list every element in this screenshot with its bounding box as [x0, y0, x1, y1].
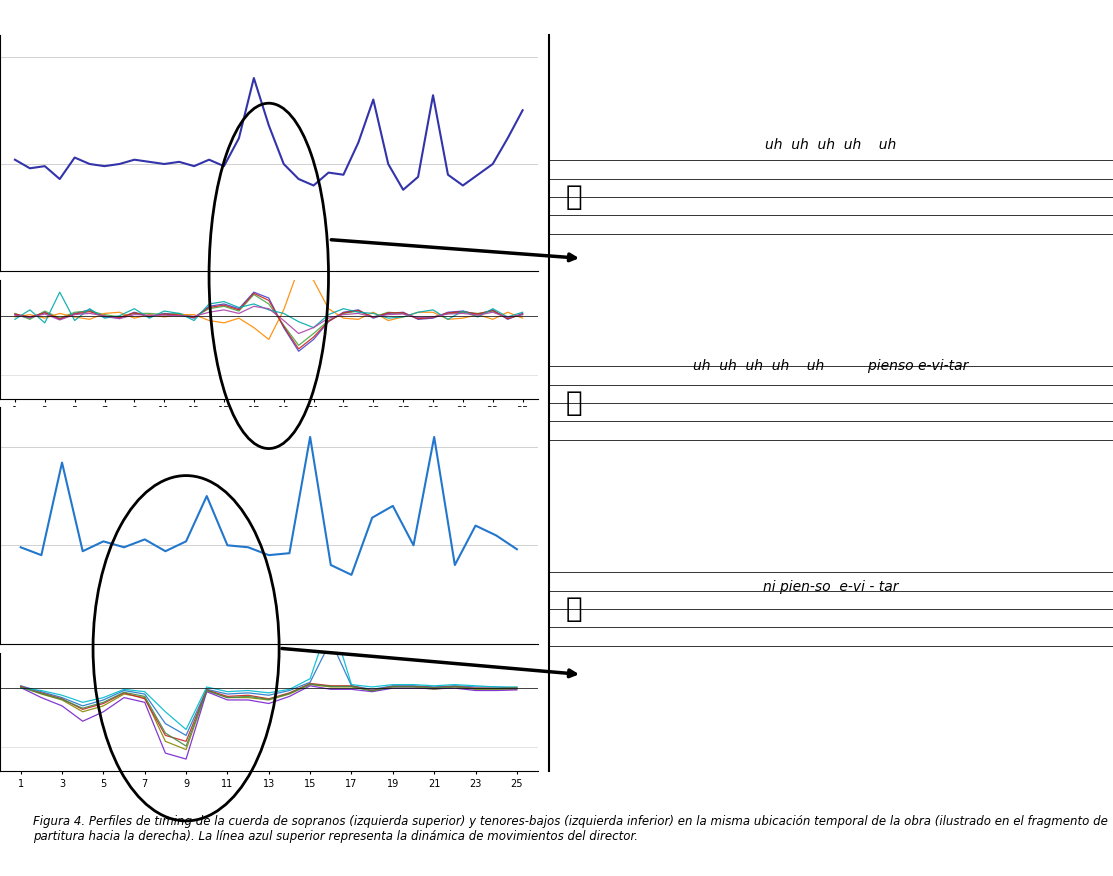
- Text: Figura 4. Perfiles de timing de la cuerda de sopranos (izquierda superior) y ten: Figura 4. Perfiles de timing de la cuerd…: [33, 815, 1109, 843]
- Text: ni pien-so  e-vi - tar: ni pien-so e-vi - tar: [764, 580, 898, 594]
- Text: 𝄞: 𝄞: [565, 389, 582, 417]
- Text: 𝄞: 𝄞: [565, 595, 582, 623]
- Text: uh  uh  uh  uh    uh: uh uh uh uh uh: [765, 138, 896, 152]
- Text: uh  uh  uh  uh    uh          pienso e-vi-tar: uh uh uh uh uh pienso e-vi-tar: [693, 359, 968, 373]
- Text: 𝄞: 𝄞: [565, 183, 582, 211]
